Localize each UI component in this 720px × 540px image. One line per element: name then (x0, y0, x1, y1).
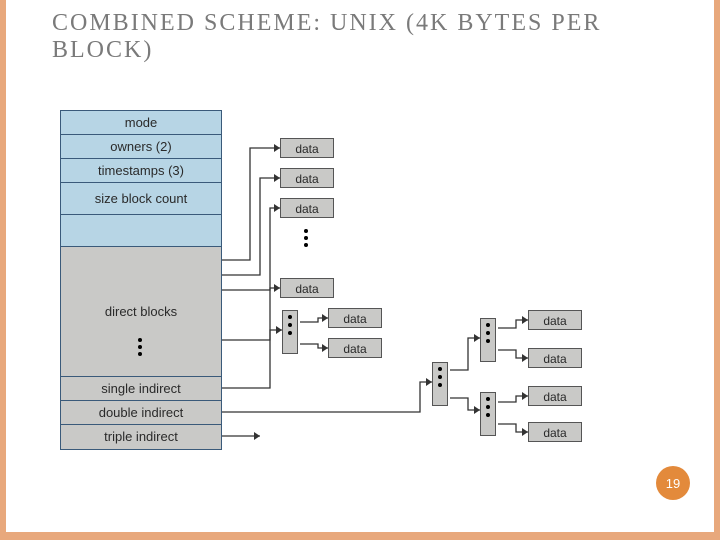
data-block: data (528, 422, 582, 442)
data-block: data (328, 338, 382, 358)
data-block: data (280, 168, 334, 188)
data-block: data (328, 308, 382, 328)
page-number-badge: 19 (656, 466, 690, 500)
index-block (480, 318, 496, 362)
inode-diagram: mode owners (2) timestamps (3) size bloc… (60, 110, 650, 510)
inode-double: double indirect (61, 401, 221, 425)
slide: COMBINED SCHEME: UNIX (4K BYTES PER BLOC… (0, 0, 720, 540)
inode-triple: triple indirect (61, 425, 221, 449)
inode-size: size block count (61, 183, 221, 215)
slide-border-left (0, 0, 6, 540)
index-block (480, 392, 496, 436)
inode-single: single indirect (61, 377, 221, 401)
index-block (432, 362, 448, 406)
dots-icon (304, 226, 310, 250)
inode-mode: mode (61, 111, 221, 135)
inode-owners: owners (2) (61, 135, 221, 159)
data-block: data (528, 310, 582, 330)
data-block: data (280, 138, 334, 158)
page-title: COMBINED SCHEME: UNIX (4K BYTES PER BLOC… (52, 10, 680, 64)
slide-border-bottom (0, 532, 720, 540)
inode-direct: direct blocks (61, 247, 221, 377)
inode-timestamps: timestamps (3) (61, 159, 221, 183)
dots-icon (138, 335, 144, 359)
data-block: data (280, 198, 334, 218)
data-block: data (528, 386, 582, 406)
data-block: data (528, 348, 582, 368)
index-block (282, 310, 298, 354)
inode-blank (61, 215, 221, 247)
data-block: data (280, 278, 334, 298)
inode-direct-label: direct blocks (105, 304, 177, 319)
slide-border-right (714, 0, 720, 540)
inode-block: mode owners (2) timestamps (3) size bloc… (60, 110, 222, 450)
